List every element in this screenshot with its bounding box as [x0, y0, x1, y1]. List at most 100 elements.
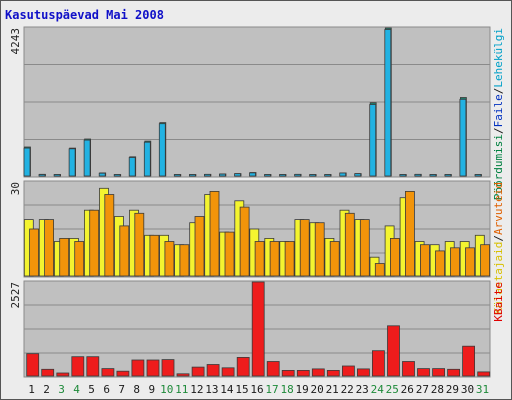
hits-bar-lehekülgi-day-14: [218, 173, 226, 177]
visitors-bar-arvuteid-day-6: [104, 194, 115, 277]
visitors-bar-arvuteid-day-28: [435, 250, 445, 277]
x-tick-label-day-18: 18: [280, 383, 293, 396]
hits-bar-lehekülgi-day-23: [354, 173, 362, 177]
hits-bar-lehekülgi-day-19: [294, 173, 302, 177]
kbytes-bar-kbaite-day-10: [161, 359, 175, 377]
x-tick-label-day-26: 26: [401, 383, 414, 396]
hits-bar-lehekülgi-day-27: [414, 173, 422, 177]
kbytes-bar-kbaite-day-17: [266, 361, 280, 377]
hits-bar-lehekülgi-day-6: [98, 172, 106, 177]
kbytes-bar-kbaite-day-29: [447, 368, 461, 377]
x-tick-label-day-13: 13: [205, 383, 218, 396]
kbytes-bar-kbaite-day-11: [176, 373, 190, 377]
visitors-bar-arvuteid-day-22: [344, 212, 355, 277]
hits-bar-lehekülgi-day-17: [264, 174, 271, 177]
visitors-bar-arvuteid-day-9: [149, 234, 160, 277]
hits-bar-lehekülgi-day-25: [384, 29, 392, 177]
hits-legend-item: Pöördumisi: [492, 134, 505, 200]
visitors-bar-arvuteid-day-20: [314, 222, 325, 277]
x-tick-label-day-29: 29: [446, 383, 459, 396]
hits-bar-lehekülgi-day-12: [188, 174, 196, 177]
visitors-bar-arvuteid-day-21: [329, 241, 340, 277]
visitors-bar-arvuteid-day-30: [465, 247, 475, 277]
kbytes-bar-kbaite-day-18: [281, 369, 295, 377]
kbytes-bar-kbaite-day-25: [387, 325, 400, 377]
visitors-bar-arvuteid-day-23: [359, 219, 370, 277]
x-tick-label-day-21: 21: [326, 383, 339, 396]
visitors-bar-arvuteid-day-3: [59, 237, 70, 277]
x-tick-label-day-10: 10: [160, 383, 173, 396]
x-tick-label-day-9: 9: [148, 383, 155, 396]
x-tick-label-day-16: 16: [250, 383, 263, 396]
x-tick-label-day-7: 7: [118, 383, 125, 396]
hits-bar-lehekülgi-day-26: [399, 174, 407, 177]
x-tick-label-day-22: 22: [341, 383, 354, 396]
hits-legend: Pöördumisi/Faile/Lehekülgi: [492, 28, 505, 200]
hits-bar-lehekülgi-day-2: [38, 174, 46, 177]
hits-legend-item: Lehekülgi: [492, 28, 505, 88]
x-tick-label-day-6: 6: [103, 383, 110, 396]
kbytes-bar-kbaite-day-8: [131, 359, 145, 377]
x-tick-label-day-14: 14: [220, 383, 234, 396]
visitors-bar-arvuteid-day-12: [194, 216, 205, 277]
chart-title: Kasutuspäevad Mai 2008: [5, 8, 164, 22]
kbytes-bar-kbaite-day-30: [462, 345, 476, 377]
x-tick-label-day-17: 17: [265, 383, 278, 396]
kbytes-bar-kbaite-day-27: [417, 368, 430, 377]
kbytes-bar-kbaite-day-21: [326, 369, 340, 377]
hits-bar-lehekülgi-day-16: [249, 172, 256, 177]
hits-max-label: 4243: [9, 28, 22, 55]
kbytes-bar-kbaite-day-15: [236, 356, 250, 377]
hits-bar-lehekülgi-day-29: [444, 174, 452, 177]
x-tick-label-day-23: 23: [356, 383, 369, 396]
kbytes-bar-kbaite-day-6: [101, 368, 115, 377]
hits-bar-lehekülgi-day-11: [173, 174, 181, 177]
visitors-bar-arvuteid-day-15: [239, 206, 250, 277]
visitors-bar-arvuteid-day-14: [224, 231, 235, 277]
visitors-bar-arvuteid-day-1: [29, 228, 40, 277]
kbytes-bar-kbaite-day-9: [146, 359, 160, 377]
visitors-bar-arvuteid-day-2: [44, 219, 54, 277]
kbytes-bar-kbaite-day-20: [311, 368, 325, 377]
hits-bar-lehekülgi-day-30: [459, 98, 467, 177]
kbytes-bar-kbaite-day-28: [432, 368, 446, 377]
kbytes-bar-kbaite-day-1: [26, 353, 40, 377]
visitors-bar-arvuteid-day-16: [254, 241, 265, 277]
visitors-bar-arvuteid-day-5: [89, 209, 100, 277]
visitors-legend-item: Külastajaid: [492, 242, 505, 315]
hits-bar-lehekülgi-day-8: [128, 157, 136, 177]
visitors-bar-arvuteid-day-29: [450, 247, 460, 277]
visitors-bar-arvuteid-day-10: [164, 241, 175, 277]
visitors-bar-arvuteid-day-11: [179, 244, 190, 277]
kbytes-bar-kbaite-day-14: [221, 367, 235, 377]
kbytes-legend-item: KBaite: [492, 282, 505, 322]
hits-bar-lehekülgi-day-18: [279, 174, 286, 177]
kbytes-bar-kbaite-day-22: [341, 365, 355, 377]
x-tick-label-day-25: 25: [386, 383, 399, 396]
hits-legend-item: /: [492, 127, 505, 134]
hits-bar-lehekülgi-day-9: [143, 141, 151, 177]
hits-bar-lehekülgi-day-7: [113, 174, 121, 177]
hits-bar-lehekülgi-day-31: [474, 174, 482, 177]
visitors-bar-arvuteid-day-24: [374, 263, 385, 277]
hits-bar-lehekülgi-day-24: [369, 104, 377, 177]
hits-bar-lehekülgi-day-21: [324, 174, 332, 177]
visitors-bar-arvuteid-day-8: [134, 212, 145, 277]
hits-legend-item: Faile: [492, 94, 505, 127]
x-tick-label-day-11: 11: [175, 383, 188, 396]
visitors-bar-arvuteid-day-17: [269, 241, 280, 277]
x-tick-label-day-12: 12: [190, 383, 203, 396]
visitors-bar-arvuteid-day-7: [119, 225, 130, 277]
kbytes-bar-kbaite-day-2: [41, 368, 55, 377]
visitors-bar-arvuteid-day-18: [284, 241, 295, 277]
hits-bar-lehekülgi-day-5: [83, 139, 91, 177]
visitors-bar-arvuteid-day-4: [74, 241, 85, 277]
kbytes-bar-kbaite-day-3: [56, 372, 70, 377]
x-tick-label-day-4: 4: [73, 383, 80, 396]
visitors-legend: Külastajaid/Arvuteid: [492, 182, 505, 314]
kbytes-max-label: 2527: [9, 282, 22, 309]
x-tick-label-day-20: 20: [310, 383, 323, 396]
kbytes-bar-kbaite-day-7: [116, 370, 130, 377]
x-tick-label-day-24: 24: [371, 383, 385, 396]
kbytes-bar-kbaite-day-23: [356, 368, 370, 377]
